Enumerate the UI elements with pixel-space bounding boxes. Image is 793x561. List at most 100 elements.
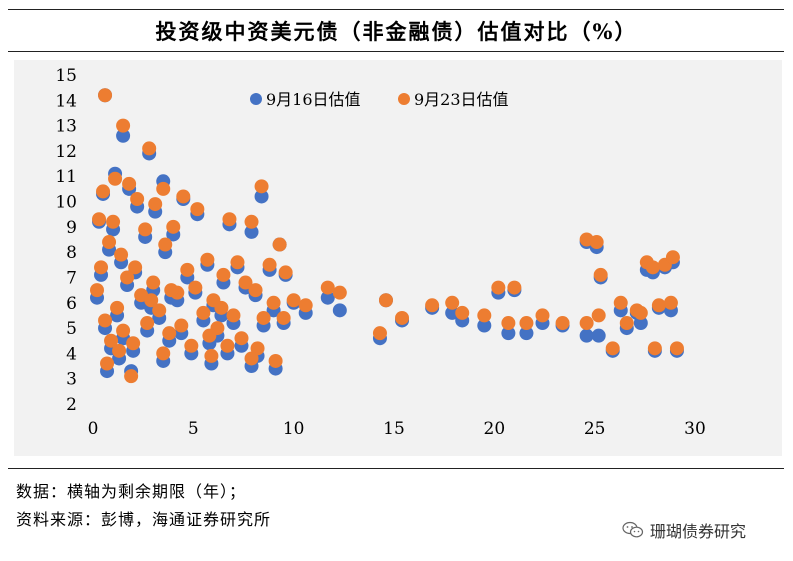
y-tick-label: 13 bbox=[55, 117, 77, 137]
data-point bbox=[332, 285, 347, 300]
y-tick-label: 15 bbox=[55, 66, 77, 86]
chart-title: 投资级中资美元债（非金融债）估值对比（%） bbox=[155, 19, 638, 44]
data-point bbox=[320, 290, 335, 305]
legend-label: 9月23日估值 bbox=[414, 90, 509, 109]
data-note: 数据：横轴为剩余期限（年）； bbox=[16, 482, 247, 501]
data-point bbox=[633, 305, 648, 320]
data-point bbox=[116, 118, 131, 133]
data-point bbox=[613, 295, 628, 310]
data-point bbox=[156, 181, 171, 196]
y-tick-label: 5 bbox=[66, 319, 77, 339]
data-point bbox=[156, 346, 171, 361]
y-tick-label: 7 bbox=[66, 268, 77, 288]
data-point bbox=[651, 298, 666, 313]
data-point bbox=[190, 202, 205, 217]
data-point bbox=[332, 303, 347, 318]
series-2 bbox=[90, 88, 684, 384]
data-point bbox=[244, 351, 259, 366]
data-point bbox=[164, 283, 179, 298]
plot-panel bbox=[14, 60, 782, 456]
data-point bbox=[216, 267, 231, 282]
data-point bbox=[114, 247, 129, 262]
data-point bbox=[244, 214, 259, 229]
data-point bbox=[272, 237, 287, 252]
y-tick-label: 4 bbox=[66, 344, 77, 364]
data-point bbox=[214, 300, 229, 315]
y-tick-label: 9 bbox=[66, 218, 77, 238]
data-point bbox=[286, 293, 301, 308]
data-point bbox=[579, 328, 594, 343]
title-bottom-rule bbox=[8, 51, 784, 52]
data-point bbox=[535, 308, 550, 323]
data-point bbox=[220, 338, 235, 353]
data-point bbox=[663, 295, 678, 310]
data-point bbox=[579, 316, 594, 331]
data-point bbox=[96, 184, 111, 199]
data-point bbox=[593, 267, 608, 282]
data-point bbox=[276, 310, 291, 325]
data-point bbox=[158, 237, 173, 252]
data-point bbox=[254, 189, 269, 204]
data-point bbox=[298, 298, 313, 313]
y-tick-label: 12 bbox=[55, 142, 77, 162]
data-point bbox=[633, 316, 648, 331]
data-point bbox=[605, 341, 620, 356]
data-point bbox=[108, 171, 123, 186]
data-point bbox=[180, 262, 195, 277]
data-point bbox=[138, 222, 153, 237]
data-point bbox=[445, 295, 460, 310]
data-point bbox=[645, 260, 660, 275]
y-tick-label: 11 bbox=[55, 167, 77, 187]
data-point bbox=[262, 257, 277, 272]
data-point bbox=[104, 333, 119, 348]
data-point bbox=[455, 305, 470, 320]
data-point bbox=[176, 189, 191, 204]
data-point bbox=[110, 300, 125, 315]
wechat-icon bbox=[622, 521, 644, 538]
data-point bbox=[507, 280, 522, 295]
data-point bbox=[116, 323, 131, 338]
data-point bbox=[477, 308, 492, 323]
data-point bbox=[166, 219, 181, 234]
data-point bbox=[491, 280, 506, 295]
data-point bbox=[320, 280, 335, 295]
data-point bbox=[254, 179, 269, 194]
legend-marker bbox=[250, 93, 262, 105]
data-point bbox=[266, 295, 281, 310]
data-point bbox=[619, 316, 634, 331]
data-point bbox=[501, 326, 516, 341]
data-point bbox=[445, 305, 460, 320]
data-point bbox=[122, 176, 137, 191]
y-tick-label: 14 bbox=[55, 91, 77, 111]
data-point bbox=[395, 310, 410, 325]
data-point bbox=[589, 235, 604, 250]
data-point bbox=[128, 260, 143, 275]
y-tick-label: 10 bbox=[55, 193, 77, 213]
data-point bbox=[100, 356, 115, 371]
data-point bbox=[102, 235, 117, 250]
data-point bbox=[126, 336, 141, 351]
data-point bbox=[256, 310, 271, 325]
data-point bbox=[248, 283, 263, 298]
legend: 9月16日估值 9月23日估值 bbox=[250, 90, 509, 109]
data-point bbox=[184, 338, 199, 353]
data-point bbox=[92, 212, 107, 227]
data-point bbox=[519, 316, 534, 331]
data-points bbox=[90, 88, 684, 384]
watermark: 珊瑚债券研究 bbox=[622, 518, 746, 542]
y-tick-label: 3 bbox=[66, 370, 77, 390]
data-point bbox=[647, 341, 662, 356]
data-point bbox=[268, 353, 283, 368]
data-point bbox=[116, 128, 131, 143]
data-point bbox=[665, 250, 680, 265]
x-tick-label: 25 bbox=[584, 419, 606, 439]
data-point bbox=[152, 303, 167, 318]
source-note: 资料来源：彭博，海通证券研究所 bbox=[16, 510, 272, 529]
data-point bbox=[278, 265, 293, 280]
data-point bbox=[425, 298, 440, 313]
legend-marker bbox=[398, 93, 410, 105]
data-point bbox=[372, 326, 387, 341]
scatter-chart: 2 3 4 5 6 7 8 9 10 11 12 13 14 15 0 5 10 15 20 25 30 9月16日估… bbox=[55, 66, 705, 439]
data-point bbox=[555, 316, 570, 331]
data-point bbox=[106, 214, 121, 229]
